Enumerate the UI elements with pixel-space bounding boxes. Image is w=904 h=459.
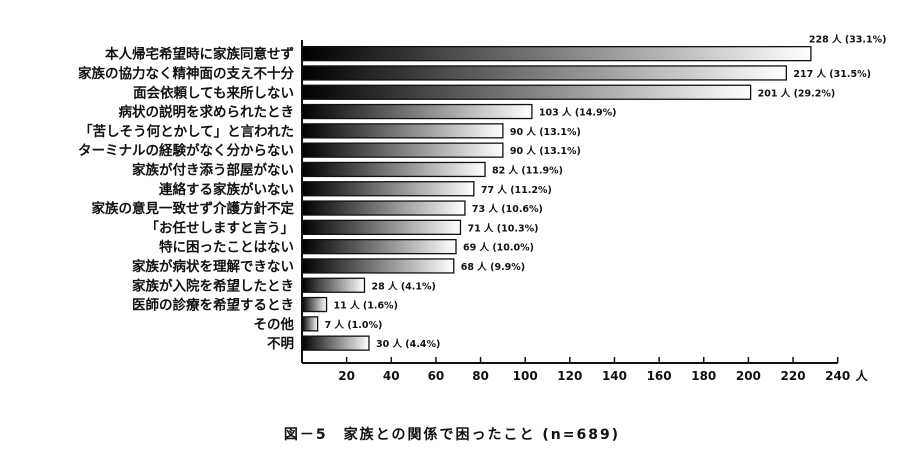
bar	[301, 103, 533, 120]
bar	[301, 200, 466, 216]
category-label: 不明	[267, 336, 294, 352]
x-tick-label: 240	[825, 369, 850, 383]
bar	[301, 181, 475, 197]
category-label: 家族の協力なく精神面の支え不十分	[78, 65, 294, 82]
category-label: 「苦しそう何とかして」と言われた	[79, 123, 294, 140]
bar	[301, 335, 370, 351]
x-tick-label: 40	[383, 369, 400, 383]
data-label: 11 人 (1.6%)	[334, 300, 398, 312]
bar	[301, 84, 752, 100]
bar	[301, 142, 504, 158]
category-label: 連絡する家族がいない	[159, 181, 294, 198]
x-tick-label: 80	[472, 369, 489, 383]
bar	[301, 46, 812, 62]
category-label: その他	[254, 316, 295, 333]
x-tick-label: 60	[428, 369, 445, 383]
x-tick-label: 180	[691, 369, 716, 383]
data-label: 7 人 (1.0%)	[325, 319, 383, 331]
axis-layer: 20 40 60 80 100 120 140 160 180 200 220 240 人	[301, 40, 869, 383]
bar	[301, 277, 366, 293]
bars-layer: 本人帰宅希望時に家族同意せず 228 人 (33.1%) 家族の協力なく精神面の支え…	[78, 34, 887, 352]
category-label: 本人帰宅希望時に家族同意せず	[105, 46, 294, 63]
bar	[301, 161, 486, 178]
x-tick-label: 120	[557, 369, 582, 383]
category-label: 家族が入院を希望したとき	[132, 277, 294, 294]
data-label: 217 人 (31.5%)	[793, 68, 871, 80]
category-label: 家族の意見一致せず介護方針不定	[92, 200, 295, 217]
x-tick-label: 140	[602, 369, 627, 383]
data-label: 77 人 (11.2%)	[481, 184, 552, 196]
data-label: 73 人 (10.6%)	[472, 203, 543, 215]
category-label: 家族が付き添う部屋がない	[132, 161, 294, 178]
bar	[301, 316, 319, 332]
data-label: 201 人 (29.2%)	[758, 87, 836, 99]
bar	[301, 219, 462, 236]
bar	[301, 123, 504, 139]
data-label: 90 人 (13.1%)	[510, 145, 581, 157]
category-label: ターミナルの経験がなく分からない	[78, 142, 294, 159]
chart-title: 図－5 家族との関係で困ったこと (n=689)	[283, 427, 621, 443]
category-label: 特に困ったことはない	[159, 239, 294, 256]
x-tick-label: 160	[647, 369, 672, 383]
category-label: 「お任せしますと言う」	[146, 219, 295, 236]
category-label: 医師の診療を希望するとき	[132, 297, 294, 314]
bar	[301, 65, 787, 81]
x-tick-label: 20	[338, 369, 355, 383]
data-label: 90 人 (13.1%)	[510, 126, 581, 138]
data-label: 68 人 (9.9%)	[461, 261, 525, 273]
data-label: 28 人 (4.1%)	[371, 280, 435, 292]
data-label: 71 人 (10.3%)	[467, 222, 538, 234]
data-label: 228 人 (33.1%)	[809, 34, 887, 46]
x-tick-label: 220	[781, 369, 806, 383]
data-label: 103 人 (14.9%)	[539, 107, 617, 119]
x-tick-label: 200	[736, 369, 761, 383]
data-label: 30 人 (4.4%)	[376, 338, 440, 350]
bar	[301, 296, 328, 313]
data-label: 82 人 (11.9%)	[492, 164, 563, 176]
x-tick-label: 100	[513, 369, 538, 383]
x-axis-unit: 人	[856, 368, 869, 383]
data-label: 69 人 (10.0%)	[463, 242, 534, 254]
category-label: 面会依頼しても来所しない	[133, 84, 294, 101]
category-label: 家族が病状を理解できない	[132, 258, 294, 275]
bar	[301, 238, 457, 255]
bar	[301, 258, 455, 274]
category-label: 病状の説明を求められたとき	[119, 104, 295, 121]
